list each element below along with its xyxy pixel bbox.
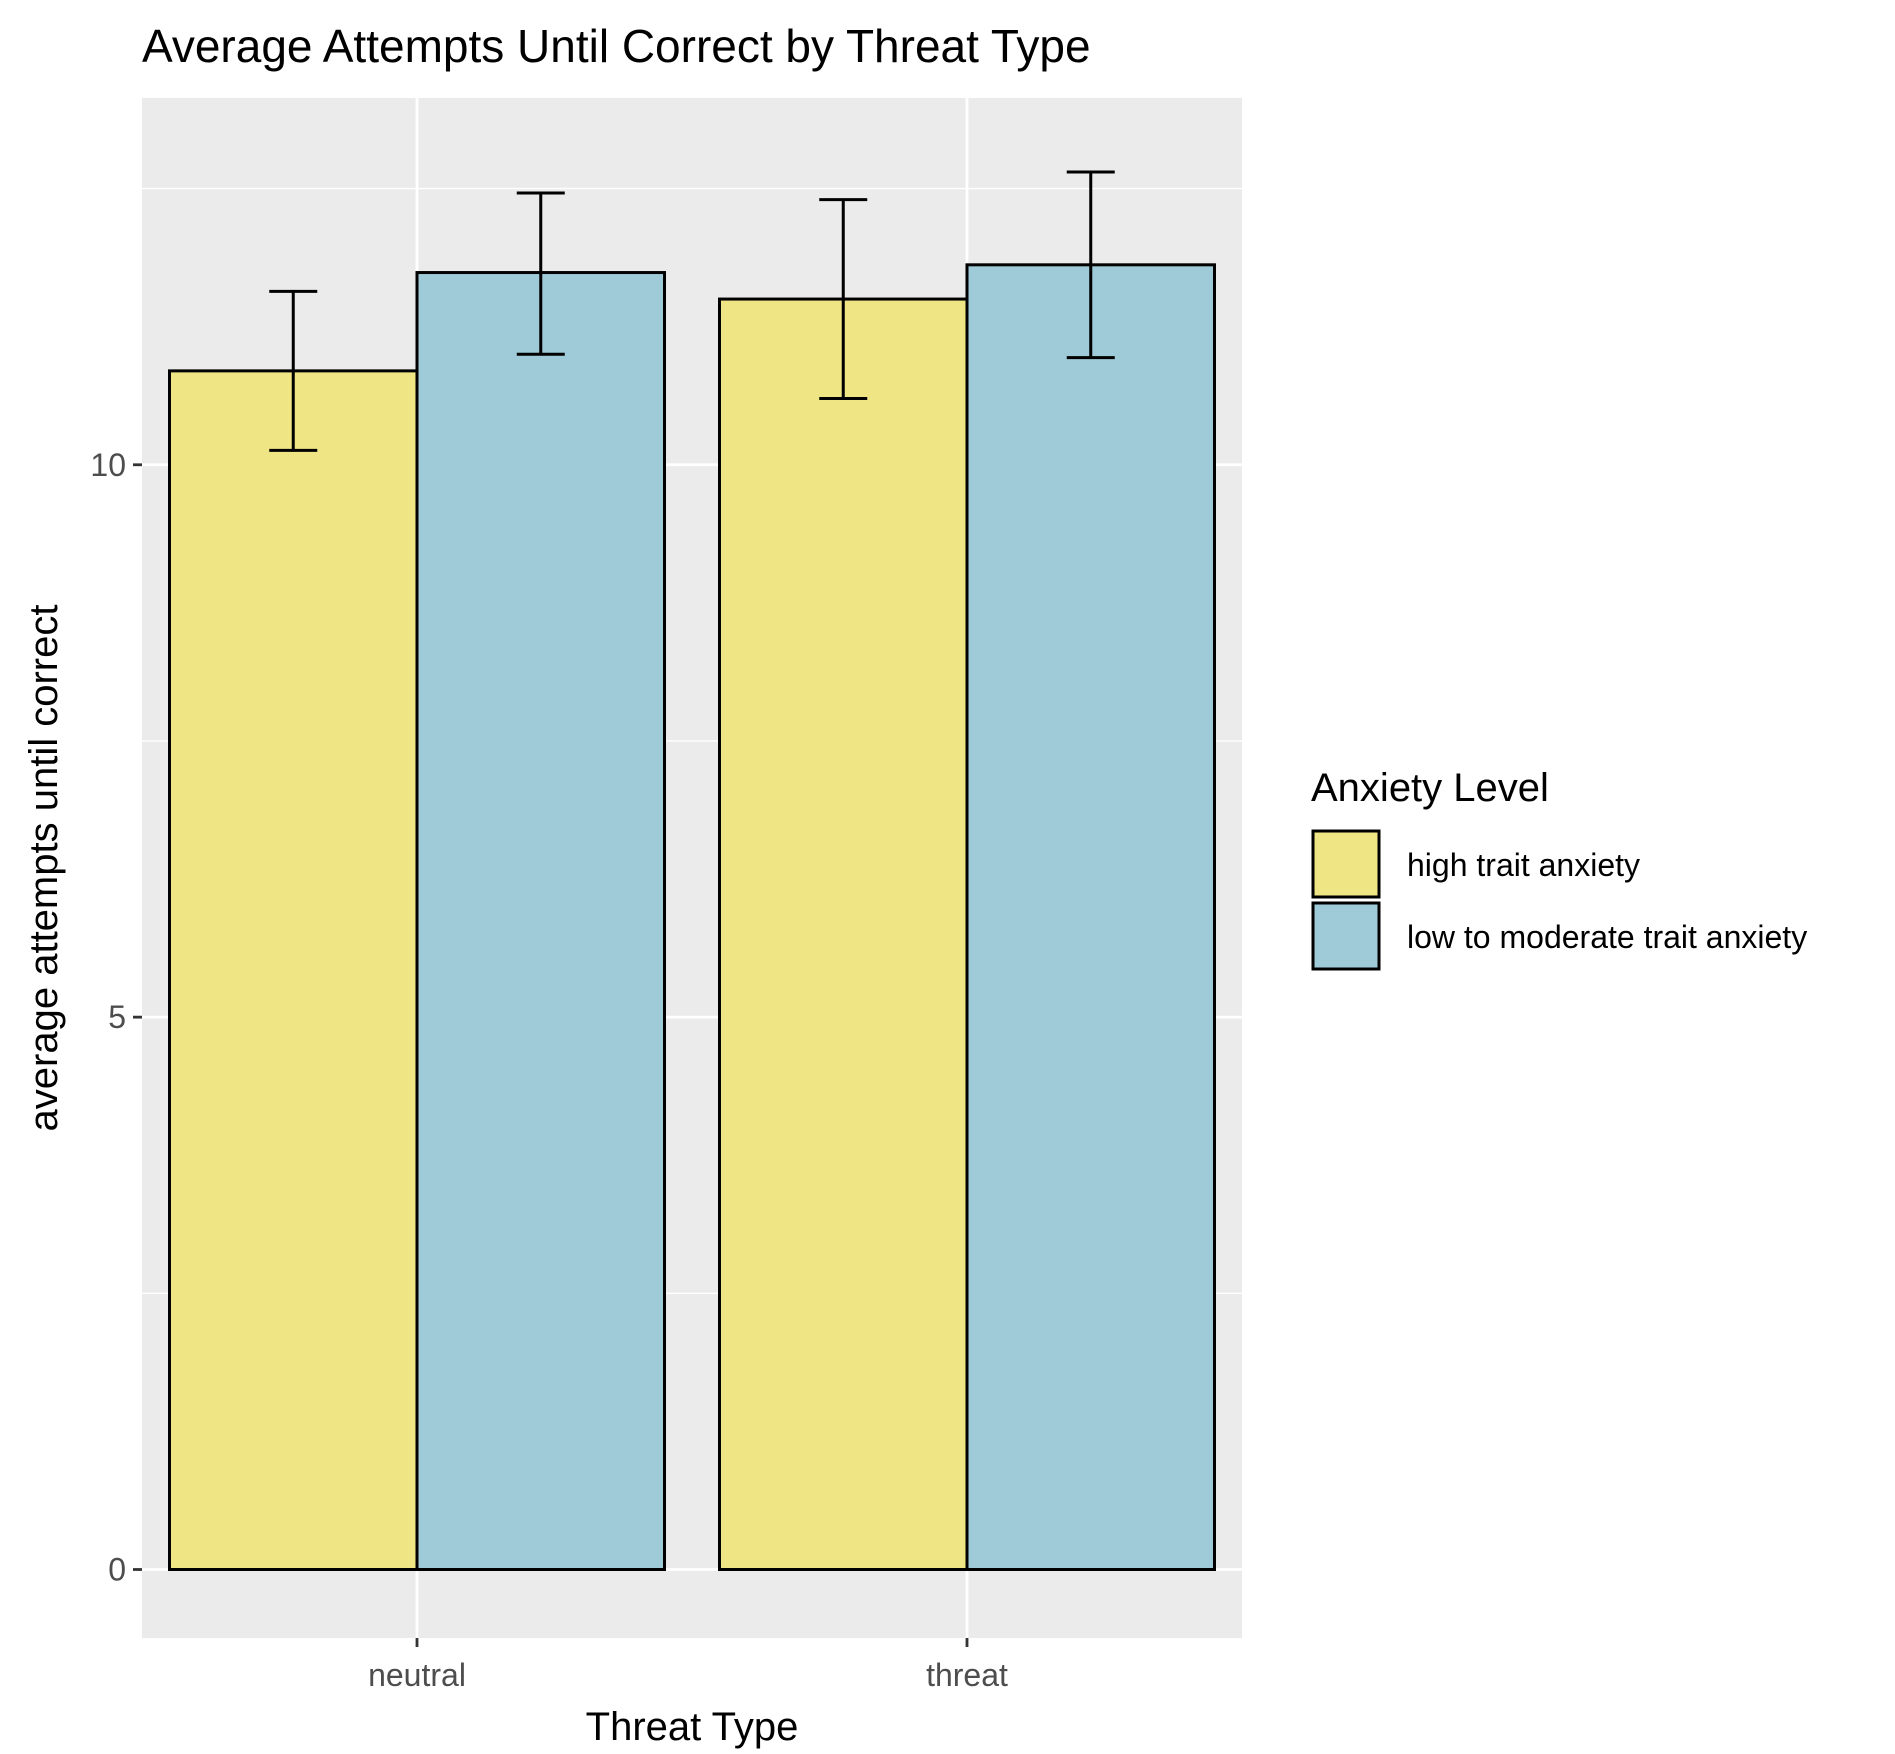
x-tick-label: threat: [926, 1657, 1008, 1693]
y-axis: 0 5 10: [90, 447, 142, 1588]
chart-title: Average Attempts Until Correct by Threat…: [142, 20, 1091, 72]
bar: [965, 263, 1216, 1572]
legend-label: low to moderate trait anxiety: [1407, 919, 1807, 955]
legend-key: [1311, 829, 1381, 899]
legend-key: [1311, 901, 1381, 971]
x-axis: neutral threat: [368, 1638, 1008, 1693]
bar: [415, 271, 666, 1572]
bar: [718, 297, 969, 1572]
y-tick-label: 0: [108, 1552, 126, 1588]
legend-label: high trait anxiety: [1407, 847, 1640, 883]
y-tick-label: 5: [108, 999, 126, 1035]
x-axis-title: Threat Type: [586, 1705, 799, 1749]
x-tick-label: neutral: [368, 1657, 466, 1693]
bars: [168, 263, 1216, 1572]
y-tick-label: 10: [90, 447, 126, 483]
legend: Anxiety Level high trait anxiety low to m…: [1311, 766, 1807, 971]
y-axis-title: average attempts until correct: [22, 605, 66, 1132]
bar: [168, 369, 419, 1572]
legend-title: Anxiety Level: [1311, 766, 1549, 810]
error-bars: [269, 170, 1115, 452]
